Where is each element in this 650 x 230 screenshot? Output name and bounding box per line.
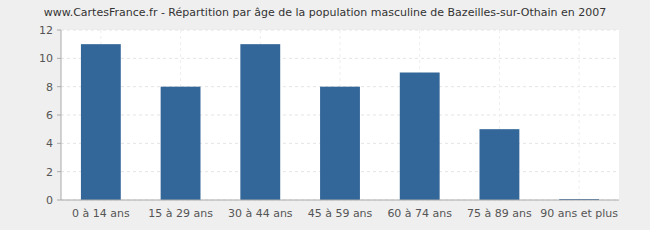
tick-label: 8 bbox=[46, 81, 53, 94]
tick-mark bbox=[57, 171, 61, 172]
chart-svg: www.CartesFrance.fr - Répartition par âg… bbox=[0, 0, 650, 230]
tick-mark bbox=[57, 143, 61, 144]
tick-label: 12 bbox=[39, 24, 53, 37]
grid-line-vertical bbox=[579, 30, 580, 200]
tick-mark bbox=[57, 200, 61, 201]
category-label: 90 ans et plus bbox=[540, 207, 618, 220]
title: www.CartesFrance.fr - Répartition par âg… bbox=[44, 6, 607, 19]
tick-label: 0 bbox=[46, 194, 53, 207]
tick-mark bbox=[57, 115, 61, 116]
tick-label: 2 bbox=[46, 166, 53, 179]
tick-mark bbox=[57, 86, 61, 87]
category-label: 45 à 59 ans bbox=[308, 207, 373, 220]
tick-label: 10 bbox=[39, 52, 53, 65]
tick-label: 4 bbox=[46, 137, 53, 150]
bar bbox=[81, 44, 121, 200]
bar bbox=[400, 73, 440, 201]
y-axis bbox=[61, 30, 62, 200]
tick-mark bbox=[57, 30, 61, 31]
grid-line bbox=[61, 58, 619, 59]
category-label: 75 à 89 ans bbox=[467, 207, 532, 220]
bar bbox=[480, 129, 520, 200]
category-label: 15 à 29 ans bbox=[148, 207, 213, 220]
category-label: 60 à 74 ans bbox=[387, 207, 452, 220]
bars bbox=[81, 44, 599, 200]
bar bbox=[161, 87, 201, 200]
tick-label: 6 bbox=[46, 109, 53, 122]
bar bbox=[320, 87, 360, 200]
tick-mark bbox=[57, 58, 61, 59]
category-label: 30 à 44 ans bbox=[228, 207, 293, 220]
plot-area bbox=[61, 30, 619, 200]
x-axis bbox=[61, 200, 619, 201]
chart: www.CartesFrance.fr - Répartition par âg… bbox=[0, 0, 650, 230]
background bbox=[0, 0, 650, 230]
grid-line bbox=[61, 200, 619, 201]
bar bbox=[240, 44, 280, 200]
category-label: 0 à 14 ans bbox=[72, 207, 130, 220]
